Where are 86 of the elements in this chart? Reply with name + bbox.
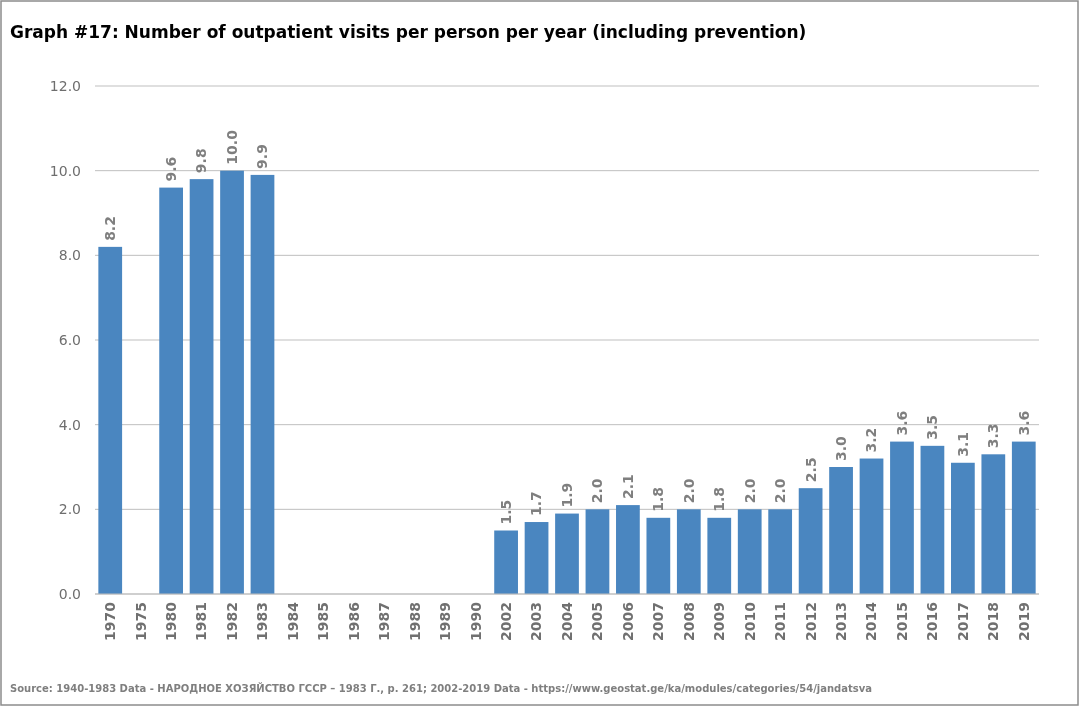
x-tick-label: 2002 (498, 602, 514, 641)
x-tick-label: 1988 (406, 602, 423, 641)
y-tick-label: 6.0 (58, 331, 81, 348)
data-label: 10.0 (223, 129, 240, 165)
x-tick-label: 1984 (284, 601, 301, 641)
y-tick-label: 10.0 (49, 162, 81, 179)
bar (220, 170, 244, 594)
bar (98, 246, 123, 594)
x-tick-label: 2017 (954, 602, 971, 641)
x-tick-label: 2011 (772, 602, 789, 641)
x-tick-label: 1986 (345, 602, 362, 641)
source-note: Source: 1940-1983 Data - НАРОДНОЕ ХОЗЯЙСТВО ГССР – 1983 Г., p. 261; 2002-2019 Data - https://www.geostat.ge/ka/modules/categories/54/jandatsva (10, 682, 873, 694)
data-label: 3.3 (985, 423, 1002, 449)
x-tick-label: 2015 (893, 602, 910, 641)
bar (159, 187, 184, 594)
bar (768, 509, 793, 594)
bar (890, 441, 914, 594)
bar (250, 174, 275, 594)
x-tick-label: 2019 (1015, 602, 1032, 641)
x-tick-label: 1982 (223, 602, 240, 641)
data-label: 3.2 (863, 427, 880, 453)
bar (676, 509, 701, 594)
y-tick-label: 4.0 (58, 416, 81, 433)
bar (646, 517, 671, 594)
data-label: 2.5 (802, 457, 819, 483)
bar (737, 509, 762, 594)
bar (981, 454, 1006, 594)
bar (585, 509, 610, 594)
data-label: 1.8 (650, 486, 667, 512)
data-label: 1.9 (558, 482, 575, 508)
bar (920, 445, 945, 594)
y-tick-label: 12.0 (49, 77, 81, 94)
x-tick-label: 2018 (985, 602, 1002, 641)
x-tick-label: 1989 (437, 602, 454, 641)
x-tick-label: 1981 (193, 602, 210, 641)
x-tick-label: 2005 (589, 602, 606, 641)
data-label: 1.7 (528, 491, 545, 517)
bar (494, 530, 518, 594)
x-tick-label: 2007 (650, 602, 667, 641)
x-tick-label: 1983 (254, 602, 271, 641)
x-tick-label: 1985 (315, 602, 332, 641)
data-label: 2.0 (680, 478, 697, 504)
x-tick-label: 2006 (619, 602, 636, 641)
x-tick-label: 1970 (102, 601, 119, 641)
data-label: 3.5 (924, 415, 941, 440)
data-label: 2.0 (589, 478, 606, 504)
x-tick-label: 2008 (680, 602, 697, 641)
data-label: 3.0 (832, 435, 849, 461)
x-tick-label: 2009 (711, 602, 728, 641)
x-tick-label: 1975 (132, 602, 149, 641)
data-label: 9.8 (193, 148, 210, 174)
data-label: 2.1 (619, 474, 636, 500)
chart-title: Graph #17: Number of outpatient visits per person per year (including prevention) (10, 22, 807, 42)
data-label: 3.6 (1015, 410, 1032, 436)
bar (798, 488, 823, 594)
x-tick-label: 2012 (802, 602, 819, 641)
data-label: 1.8 (711, 486, 728, 512)
data-label: 3.6 (893, 410, 910, 436)
x-tick-label: 2010 (741, 601, 758, 641)
bar (189, 179, 214, 594)
data-label: 9.9 (254, 144, 271, 169)
x-tick-label: 2014 (863, 601, 880, 641)
bar (555, 513, 579, 594)
data-label: 2.0 (741, 478, 758, 504)
bar (707, 517, 732, 594)
y-tick-label: 2.0 (58, 501, 81, 518)
x-tick-label: 1980 (163, 601, 180, 641)
data-label: 1.5 (498, 499, 514, 525)
x-tick-label: 1990 (467, 601, 484, 641)
data-label: 3.1 (954, 431, 971, 457)
bar (616, 505, 640, 594)
bar (859, 458, 884, 594)
data-label: 9.6 (163, 156, 180, 182)
data-label: 8.2 (102, 216, 119, 241)
x-tick-label: 2004 (558, 601, 575, 641)
y-tick-label: 8.0 (58, 247, 81, 264)
bar (524, 522, 549, 594)
bar (951, 462, 975, 594)
x-tick-label: 2016 (924, 602, 941, 641)
y-tick-label: 0.0 (58, 585, 81, 602)
bar (829, 467, 853, 594)
bar (1011, 441, 1036, 594)
x-tick-label: 1987 (376, 602, 393, 641)
data-label: 2.0 (772, 478, 789, 504)
x-tick-label: 2013 (832, 602, 849, 641)
x-tick-label: 2003 (528, 602, 545, 641)
